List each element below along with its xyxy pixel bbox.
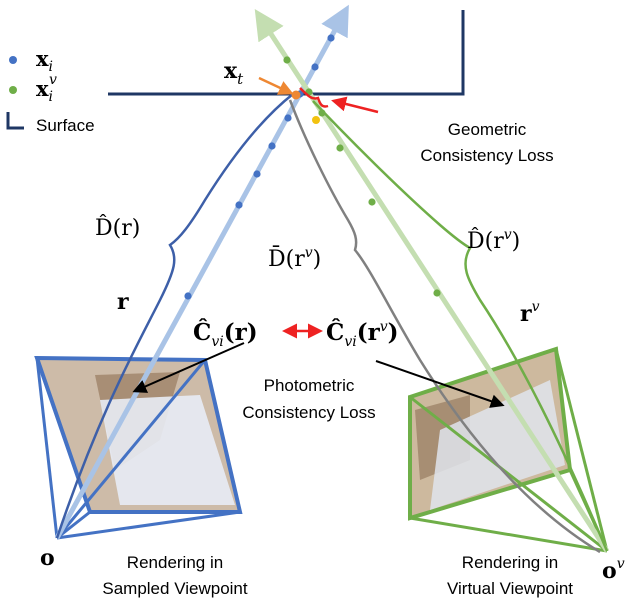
legend-xi-label: xi — [36, 46, 53, 75]
label-r: r — [117, 289, 129, 315]
geometric-loss-arrow — [331, 96, 379, 114]
photometric-arrow-left — [132, 342, 245, 393]
xt-pointer-arrow — [258, 76, 294, 95]
caption-left-line1: Rendering in — [127, 553, 223, 572]
label-d-bar-rv: D̄(rv) — [268, 245, 321, 272]
label-geometric-line2: Consistency Loss — [420, 146, 553, 165]
legend: xi xiv Surface — [6, 46, 95, 135]
caption-right-line2: Virtual Viewpoint — [447, 579, 573, 598]
brace-d-bar-rv — [288, 99, 601, 554]
label-d-hat-r: D̂(r) — [95, 215, 140, 241]
legend-blue-dot — [9, 56, 17, 64]
intersection-yellow-point — [312, 116, 320, 124]
left-camera — [34, 355, 243, 540]
legend-green-dot — [9, 86, 17, 94]
label-c-left: Ĉvi(r) — [193, 319, 258, 350]
surface-line — [108, 10, 465, 96]
label-geometric-line1: Geometric — [448, 120, 527, 139]
label-o: o — [40, 545, 55, 571]
photometric-arrow-right — [375, 360, 505, 408]
right-camera — [408, 346, 609, 553]
green-sample-points — [283, 56, 441, 297]
caption-left-line2: Sampled Viewpoint — [102, 579, 247, 598]
label-photometric-line1: Photometric — [264, 376, 355, 395]
label-ov: ov — [602, 556, 625, 584]
intersection-xt-point — [291, 90, 301, 100]
legend-surface-symbol — [6, 112, 24, 130]
left-image-bed — [100, 395, 235, 505]
label-xt: xt — [224, 58, 244, 88]
label-c-right: Ĉvi(rv) — [326, 319, 399, 350]
right-image-bed — [430, 380, 565, 510]
caption-right-line1: Rendering in — [462, 553, 558, 572]
legend-surface-label: Surface — [36, 116, 95, 135]
label-d-hat-rv: D̂(rv) — [467, 227, 520, 254]
brace-d-hat-rv — [312, 100, 609, 552]
label-rv: rv — [520, 299, 540, 327]
blue-sample-points — [184, 34, 335, 300]
brace-d-hat-r — [55, 93, 294, 539]
label-photometric-line2: Consistency Loss — [242, 403, 375, 422]
geometric-brace — [299, 87, 329, 108]
legend-xiv-label: xiv — [36, 72, 57, 105]
